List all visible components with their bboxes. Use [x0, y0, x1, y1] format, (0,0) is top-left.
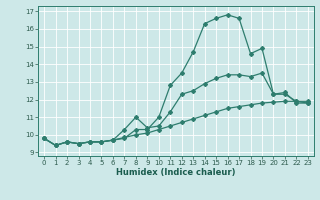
X-axis label: Humidex (Indice chaleur): Humidex (Indice chaleur) — [116, 168, 236, 177]
